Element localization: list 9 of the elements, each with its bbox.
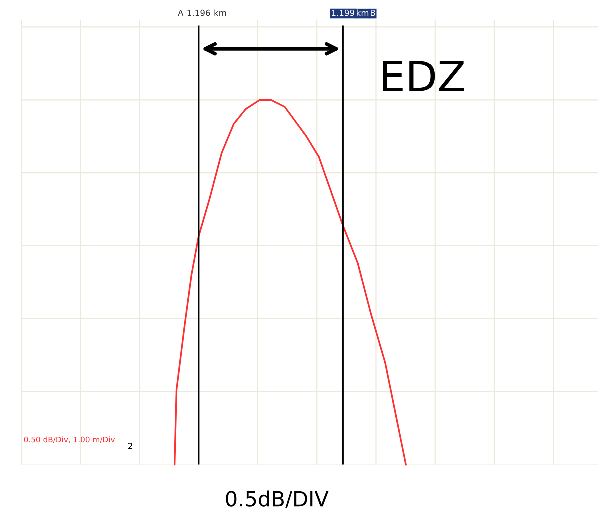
text: km [357,10,369,16]
text: EDZ [383,61,464,92]
text: A [178,10,184,16]
text: B [371,10,376,16]
x-axis-title: 0.5dB/DIV [226,490,329,508]
annotation: 2 [128,443,132,450]
x-tick-label: 1.199 [332,10,354,16]
text: km [214,10,226,16]
x-tick-label: 1.196 [188,10,210,16]
